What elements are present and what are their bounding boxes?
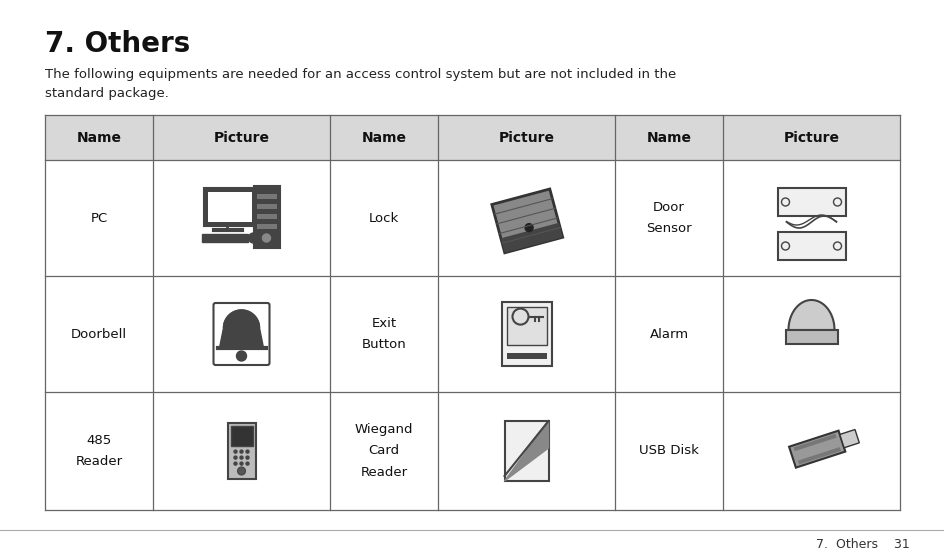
Polygon shape <box>219 310 263 348</box>
Bar <box>777 232 845 260</box>
Text: USB Disk: USB Disk <box>638 445 699 458</box>
Bar <box>839 430 858 448</box>
Circle shape <box>245 450 248 453</box>
Polygon shape <box>224 310 260 328</box>
Circle shape <box>248 233 259 243</box>
Text: Picture: Picture <box>213 130 269 144</box>
Bar <box>501 302 551 366</box>
Text: Name: Name <box>646 130 691 144</box>
Text: Wiegand
Card
Reader: Wiegand Card Reader <box>354 423 413 478</box>
Bar <box>506 353 546 359</box>
Circle shape <box>234 456 237 459</box>
Bar <box>504 421 548 481</box>
Circle shape <box>245 456 248 459</box>
Text: Door
Sensor: Door Sensor <box>646 201 691 235</box>
Bar <box>506 307 546 346</box>
Text: Name: Name <box>76 130 122 144</box>
Circle shape <box>234 450 237 453</box>
Text: Exit
Button: Exit Button <box>362 317 406 351</box>
Bar <box>228 423 255 479</box>
Bar <box>45 115 899 160</box>
Bar <box>253 186 279 248</box>
Bar <box>793 434 835 451</box>
Circle shape <box>525 223 532 232</box>
Circle shape <box>240 456 243 459</box>
Bar <box>491 189 562 253</box>
FancyBboxPatch shape <box>213 303 269 365</box>
Circle shape <box>245 462 248 465</box>
Bar <box>230 426 252 446</box>
Text: 485
Reader: 485 Reader <box>76 434 123 468</box>
Bar <box>203 188 255 226</box>
Bar <box>256 204 277 209</box>
Circle shape <box>262 234 270 242</box>
Bar <box>797 447 840 464</box>
Bar <box>500 223 562 253</box>
Polygon shape <box>504 421 548 481</box>
Text: Picture: Picture <box>498 130 554 144</box>
Circle shape <box>240 450 243 453</box>
Text: Alarm: Alarm <box>649 328 688 340</box>
Bar <box>777 188 845 216</box>
Text: The following equipments are needed for an access control system but are not inc: The following equipments are needed for … <box>45 68 676 100</box>
Circle shape <box>237 467 245 475</box>
Bar <box>208 192 251 222</box>
Text: Doorbell: Doorbell <box>71 328 126 340</box>
Bar <box>256 194 277 199</box>
Bar <box>201 234 247 242</box>
Polygon shape <box>787 300 834 330</box>
Text: Name: Name <box>362 130 406 144</box>
Text: Picture: Picture <box>783 130 838 144</box>
Bar <box>256 224 277 229</box>
Circle shape <box>236 351 246 361</box>
Text: Lock: Lock <box>368 212 398 225</box>
Text: PC: PC <box>91 212 108 225</box>
Bar <box>788 431 845 468</box>
Circle shape <box>234 462 237 465</box>
Bar <box>45 115 899 510</box>
Text: 7. Others: 7. Others <box>45 30 190 58</box>
Circle shape <box>240 462 243 465</box>
Text: 7.  Others    31: 7. Others 31 <box>816 539 909 552</box>
Bar <box>784 330 836 344</box>
Bar <box>256 214 277 219</box>
